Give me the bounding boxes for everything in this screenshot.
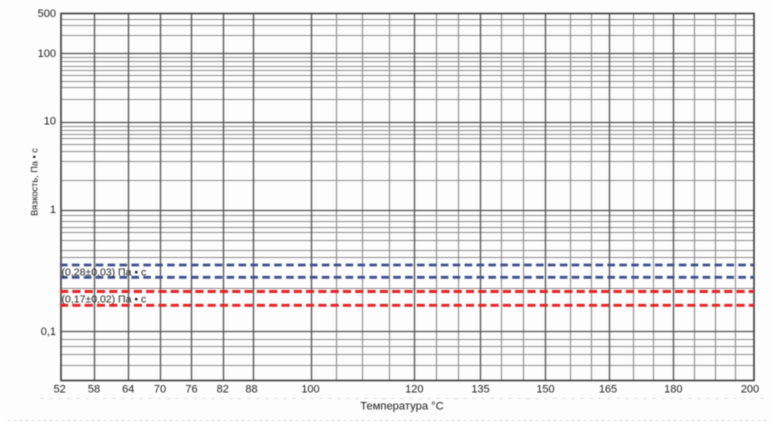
svg-text:76: 76 [185, 384, 197, 396]
svg-text:500: 500 [38, 8, 56, 20]
svg-text:64: 64 [122, 384, 134, 396]
svg-text:10: 10 [44, 116, 56, 128]
svg-text:165: 165 [599, 384, 617, 396]
svg-text:100: 100 [38, 48, 56, 60]
svg-text:1: 1 [50, 204, 56, 216]
svg-text:150: 150 [536, 384, 554, 396]
svg-text:0,1: 0,1 [41, 326, 56, 338]
svg-text:100: 100 [301, 384, 319, 396]
svg-text:70: 70 [154, 384, 166, 396]
svg-text:Вязкость, Па • с: Вязкость, Па • с [30, 148, 40, 216]
svg-text:(0,17±0,02) Па • с: (0,17±0,02) Па • с [62, 294, 147, 306]
svg-text:120: 120 [405, 384, 423, 396]
svg-text:88: 88 [245, 384, 257, 396]
svg-text:82: 82 [217, 384, 229, 396]
svg-text:180: 180 [664, 384, 682, 396]
svg-text:135: 135 [471, 384, 489, 396]
svg-text:Температура °С: Температура °С [360, 401, 443, 413]
svg-text:52: 52 [53, 384, 65, 396]
svg-text:58: 58 [88, 384, 100, 396]
svg-text:(0,28±0,03) Па • с: (0,28±0,03) Па • с [62, 266, 147, 278]
svg-text:200: 200 [741, 384, 759, 396]
